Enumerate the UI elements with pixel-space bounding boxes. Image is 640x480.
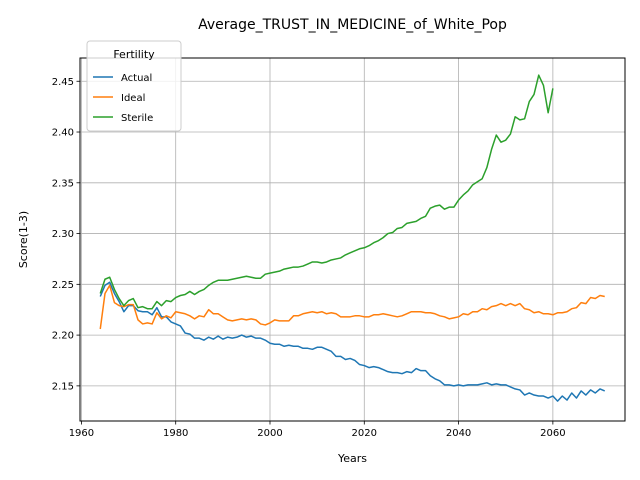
x-tick-label: 2060 (540, 428, 565, 439)
y-tick-label: 2.15 (52, 381, 74, 392)
gridlines (80, 58, 625, 421)
x-tick-label: 2040 (446, 428, 471, 439)
y-tick-label: 2.25 (52, 280, 74, 291)
y-tick-label: 2.40 (52, 128, 74, 139)
legend-box (86, 40, 182, 132)
legend-entries: Actual Ideal Sterile (93, 73, 153, 124)
y-tick-label: 2.35 (52, 178, 74, 189)
x-tick-label: 1960 (69, 428, 94, 439)
x-axis-ticks: 1960 1980 2000 2020 2040 2060 (69, 421, 566, 439)
x-tick-label: 2000 (257, 428, 282, 439)
x-tick-label: 1980 (163, 428, 188, 439)
y-tick-label: 2.30 (52, 229, 74, 240)
series-line-actual (99, 281, 606, 402)
y-axis-ticks: 2.15 2.20 2.25 2.30 2.35 2.40 2.45 (52, 77, 80, 392)
chart-title: Average_TRUST_IN_MEDICINE_of_White_Pop (198, 17, 507, 33)
plot-frame (79, 57, 626, 422)
legend-title: Fertility (113, 48, 155, 61)
y-tick-label: 2.20 (52, 331, 74, 342)
series-line-ideal (99, 284, 605, 330)
y-axis-label: Score(1-3) (17, 211, 30, 268)
x-axis-label: Years (337, 452, 367, 465)
legend: Fertility Actual Ideal Sterile (86, 40, 182, 132)
legend-label-sterile: Sterile (121, 113, 153, 124)
series-lines (99, 74, 606, 402)
x-tick-label: 2020 (352, 428, 377, 439)
legend-label-ideal: Ideal (121, 93, 145, 104)
series-line-sterile (99, 74, 554, 310)
legend-label-actual: Actual (121, 73, 152, 84)
y-tick-label: 2.45 (52, 77, 74, 88)
